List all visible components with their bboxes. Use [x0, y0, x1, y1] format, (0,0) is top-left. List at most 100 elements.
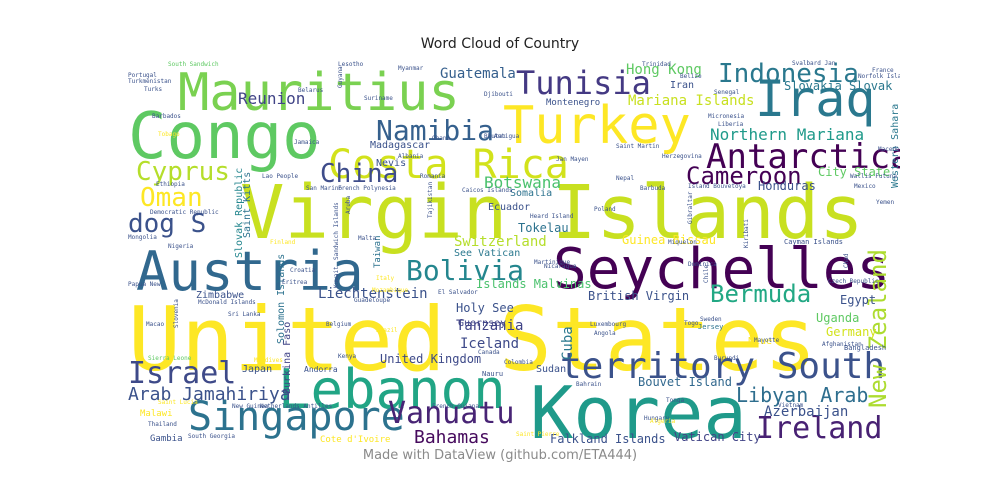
word-reunion: Reunion	[238, 89, 305, 108]
word-gambia: Gambia	[150, 434, 183, 444]
word-cuba: Cuba	[560, 326, 576, 360]
word-liechtenstein: Liechtenstein	[318, 286, 428, 302]
word-lesotho: Lesotho	[338, 61, 364, 68]
word-montenegro: Montenegro	[546, 98, 600, 108]
word-virgin-islands: Virgin Islands	[240, 170, 864, 256]
word-south-sandwich: South Sandwich	[168, 61, 219, 68]
word-city-state: City State	[818, 165, 890, 179]
word-kuwait: Kuwait	[333, 266, 340, 288]
word-wallis-futuna: Wallis Futuna	[850, 173, 897, 180]
word-nauru: Nauru	[482, 370, 503, 378]
word-japan: Japan	[242, 364, 272, 375]
word-mayotte: Mayotte	[754, 337, 780, 344]
word-belarus: Belarus	[298, 87, 324, 94]
word-togo: Togo	[684, 320, 699, 327]
word-guinea-bissau: Guinea Bissau	[622, 233, 716, 247]
word-taiwan: Taiwan	[373, 235, 383, 268]
word-eritrea: Eritrea	[282, 279, 308, 286]
word-kenya: Kenya	[338, 353, 356, 360]
word-british-virgin: British Virgin	[588, 289, 689, 303]
word-angola: Angola	[594, 330, 616, 337]
word-azerbaijan: Azerbaijan	[764, 404, 848, 420]
word-congo: Congo	[128, 100, 321, 174]
word-turks: Turks	[144, 86, 162, 93]
word-burkina-faso: Burkina Faso	[282, 322, 293, 394]
word-libyan-arab: Libyan Arab	[736, 383, 868, 407]
word-poland: Poland	[594, 206, 616, 213]
word-gibraltar: Gibraltar	[687, 191, 694, 224]
word-czech-republic: Czech Republic	[828, 278, 879, 285]
word-ecuador: Ecuador	[488, 202, 530, 213]
word-indonesia: Indonesia	[718, 59, 859, 89]
word-jersey: Jersey	[698, 323, 723, 331]
word-suriname: Suriname	[364, 95, 393, 102]
word-norfolk-island: Norfolk Island	[858, 73, 900, 80]
word-macao: Macao	[146, 321, 164, 328]
word-switzerland: Switzerland	[454, 234, 547, 250]
word-mauritius: Mauritius	[178, 63, 460, 123]
word-malawi: Malawi	[140, 409, 173, 419]
word-hong-kong: Hong Kong	[626, 62, 702, 78]
word-chile: Chile	[703, 265, 710, 283]
word-micronesia: Micronesia	[708, 113, 745, 120]
word-iraq: Iraq	[755, 70, 875, 128]
word-cyprus: Cyprus	[136, 157, 230, 187]
word-barbuda: Barbuda	[640, 185, 666, 192]
word-nevis: Nevis	[376, 158, 406, 169]
word-nepal: Nepal	[616, 175, 634, 182]
word-vatican-city: Vatican City	[674, 430, 761, 444]
word-somalia: Somalia	[510, 188, 552, 199]
word-islands-malvinas: Islands Malvinas	[476, 277, 592, 291]
word-see-vatican: See Vatican	[454, 248, 520, 259]
word-falkland-islands: Falkland Islands	[550, 432, 666, 445]
word-croatia: Croatia	[290, 267, 316, 274]
word-canada: Canada	[478, 349, 500, 356]
word-portugal: Portugal	[128, 72, 157, 79]
word-oman: Oman	[140, 183, 203, 213]
word-sierra-leone: Sierra Leone	[148, 355, 192, 362]
word-zimbabwe: Zimbabwe	[196, 290, 244, 301]
word-tonga: Tonga	[666, 397, 684, 404]
word-vanuatu: Vanuatu	[388, 396, 514, 431]
word-turkmenistan: Turkmenistan	[128, 78, 172, 85]
word-austria: Austria	[136, 240, 364, 303]
word-guadeloupe: Guadeloupe	[354, 297, 391, 304]
word-myanmar: Myanmar	[398, 65, 424, 72]
word-cloud-svg: United States Virgin Islands Korea Congo Leb…	[128, 59, 900, 445]
word-antigua: Antigua	[494, 133, 520, 140]
word-tokelau: Tokelau	[518, 221, 569, 235]
word-bolivia: Bolivia	[406, 254, 524, 287]
word-dog-s: dog S	[128, 209, 206, 239]
word-chad: Chad	[843, 253, 850, 268]
word-guatemala: Guatemala	[440, 66, 516, 82]
word-costa-rica: Costa Rica	[328, 142, 569, 188]
word-andorra: Andorra	[304, 365, 338, 374]
word-svalbard-jan: Svalbard Jan	[792, 60, 836, 67]
word-kiribati: Kiribati	[743, 219, 750, 248]
word-bangladesh: Bangladesh	[844, 344, 886, 352]
word-uganda: Uganda	[816, 311, 859, 325]
word-lebanon: Lebanon	[278, 358, 506, 421]
word-israel: Israel	[128, 356, 236, 391]
word-jamaica: Jamaica	[294, 139, 320, 146]
word-belgium: Belgium	[326, 321, 352, 328]
word-france: France	[872, 67, 894, 74]
word-bhutan: Bhutan	[484, 133, 506, 140]
word-botswana: Botswana	[484, 173, 561, 192]
word-niue: Niue	[748, 336, 772, 347]
word-yemen: Yemen	[876, 199, 894, 206]
word-liberia: Liberia	[718, 121, 744, 128]
word-slovenia: Slovenia	[173, 299, 180, 328]
word-sandwich-islands: Sandwich Islands	[333, 202, 340, 260]
word-turkey: Turkey	[503, 96, 691, 156]
word-cote-d-ivoire: Cote d'Ivoire	[320, 435, 390, 445]
word-cameroon: Cameroon	[686, 162, 802, 190]
word-democratic-republic: Democratic Republic	[150, 209, 219, 216]
word-saint-pierre: Saint Pierre	[516, 431, 560, 438]
word-romania: Romania	[420, 173, 446, 180]
word-albania: Albania	[398, 153, 424, 160]
word-burundi: Burundi	[714, 355, 740, 362]
word-miquelon: Miquelon	[668, 239, 697, 246]
word-italy: Italy	[376, 275, 394, 282]
word-mcdonald-islands: McDonald Islands	[198, 299, 256, 306]
